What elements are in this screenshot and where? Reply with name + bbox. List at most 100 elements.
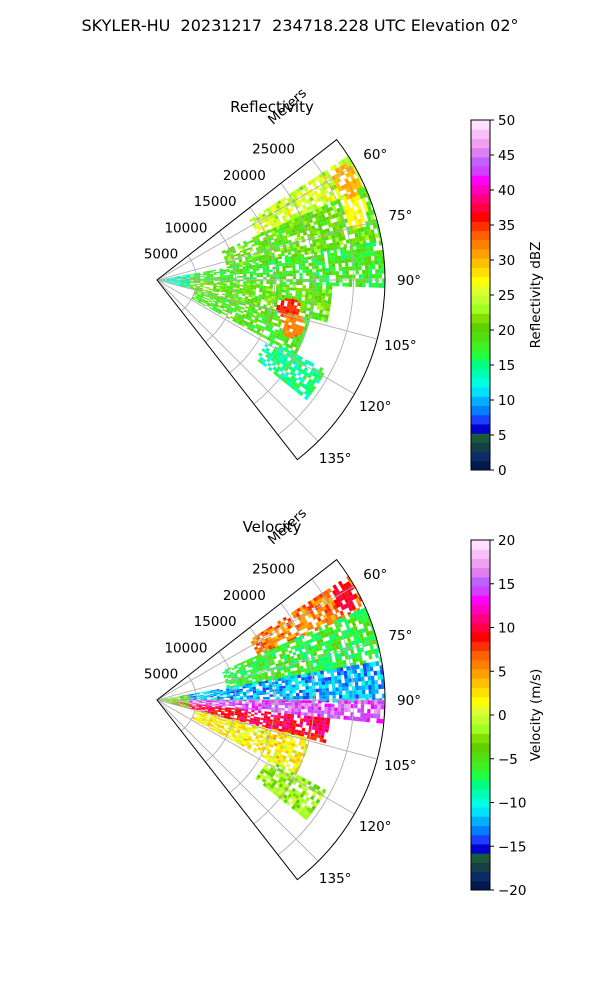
field-cell <box>209 690 213 692</box>
field-cell <box>258 227 263 231</box>
field-cell <box>215 720 220 723</box>
field-cell <box>246 271 250 274</box>
field-cell <box>290 255 295 260</box>
field-cell <box>259 285 263 289</box>
field-cell <box>321 605 327 611</box>
field-cell <box>256 329 261 333</box>
field-cell <box>226 693 230 696</box>
field-cell <box>163 278 167 279</box>
field-cell <box>208 290 213 293</box>
field-cell <box>163 698 167 700</box>
field-cell <box>380 700 385 705</box>
field-cell <box>295 693 300 697</box>
field-cell <box>279 236 284 240</box>
field-cell <box>278 756 283 761</box>
field-cell <box>317 713 321 718</box>
field-cell <box>319 791 325 798</box>
field-cell <box>287 767 292 773</box>
field-cell <box>283 237 288 242</box>
field-cell <box>173 698 177 699</box>
field-cell <box>295 287 300 291</box>
field-cell <box>268 255 272 259</box>
field-cell <box>350 197 355 203</box>
field-cell <box>248 735 253 739</box>
field-cell <box>345 213 350 219</box>
field-cell <box>362 202 368 208</box>
range-tick-label: 25000 <box>252 561 295 577</box>
field-cell <box>249 689 253 692</box>
field-cell <box>236 270 240 273</box>
field-cell <box>204 302 208 305</box>
field-cell <box>284 256 288 261</box>
field-cell <box>214 303 218 307</box>
field-cell <box>321 591 327 597</box>
field-cell <box>370 675 375 681</box>
field-cell <box>312 615 317 621</box>
field-cell <box>367 205 372 212</box>
field-cell <box>277 358 283 364</box>
field-cell <box>236 253 241 256</box>
field-cell <box>362 192 368 199</box>
field-cell <box>287 741 293 746</box>
field-cell <box>179 285 183 287</box>
field-cell <box>250 326 255 330</box>
field-cell <box>173 280 177 282</box>
field-cell <box>229 262 233 265</box>
field-cell <box>324 617 330 623</box>
field-cell <box>351 653 356 659</box>
colorbar-swatch <box>471 788 490 799</box>
field-cell <box>271 707 275 710</box>
field-cell <box>309 229 314 234</box>
field-cell <box>255 237 260 241</box>
sector-frame <box>156 138 386 461</box>
field-cell <box>267 652 272 656</box>
field-cell <box>229 271 234 274</box>
colorbar-swatch <box>471 460 490 471</box>
field-cell <box>160 700 164 701</box>
field-cell <box>231 667 236 671</box>
field-cell <box>306 718 311 723</box>
field-cell <box>220 280 224 283</box>
field-cell <box>223 285 227 287</box>
field-cell <box>329 605 335 612</box>
field-cell <box>298 266 303 271</box>
field-cell <box>260 730 265 734</box>
field-cell <box>200 698 204 700</box>
field-cell <box>200 695 204 697</box>
field-cell <box>292 690 296 694</box>
field-cell <box>308 262 313 267</box>
field-cell <box>278 263 283 267</box>
field-cell <box>301 700 305 704</box>
field-cell <box>294 681 299 685</box>
field-cell <box>263 731 268 735</box>
field-cell <box>265 767 270 772</box>
field-cell <box>206 295 211 298</box>
field-cell <box>276 332 281 337</box>
field-cell <box>180 282 184 284</box>
field-cell <box>269 648 274 653</box>
field-cell <box>290 711 295 715</box>
field-cell <box>173 278 177 280</box>
field-cell <box>257 358 262 363</box>
field-cell <box>274 215 279 220</box>
field-cell <box>210 724 214 728</box>
field-cell <box>218 702 223 705</box>
field-cell <box>315 282 320 286</box>
field-cell <box>186 284 190 286</box>
field-cell <box>225 681 230 684</box>
field-cell <box>179 284 183 286</box>
field-cell <box>283 718 287 722</box>
field-cell <box>239 738 244 742</box>
field-cell <box>260 310 265 314</box>
field-cell <box>237 305 242 309</box>
field-cell <box>249 313 253 317</box>
field-cell <box>206 304 211 308</box>
field-cell <box>321 296 326 300</box>
field-cell <box>218 721 223 724</box>
field-cell <box>359 647 365 653</box>
azimuth-gridline <box>156 220 378 281</box>
field-cell <box>209 296 214 300</box>
field-cell <box>263 718 267 721</box>
field-cell <box>251 705 256 709</box>
field-cell <box>318 313 323 318</box>
